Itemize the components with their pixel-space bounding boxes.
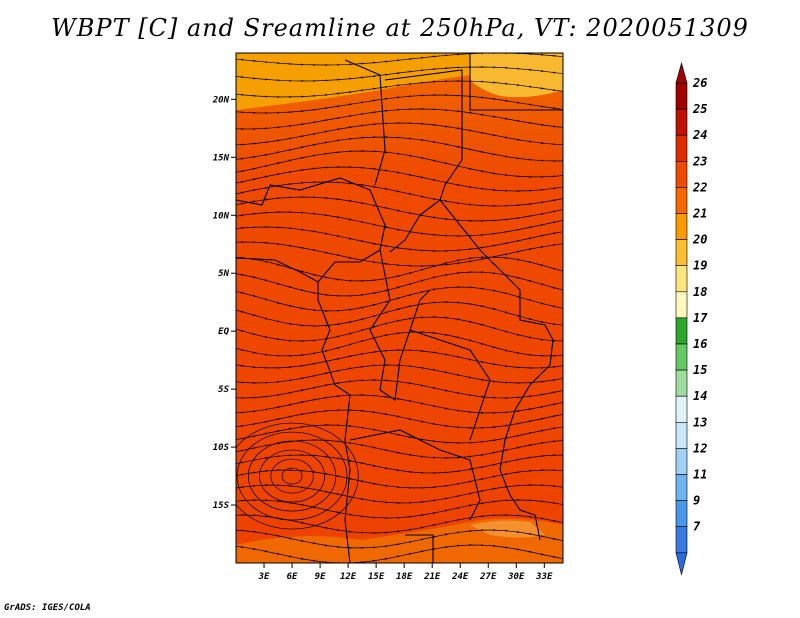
- temperature-field: [236, 53, 563, 563]
- colorbar-swatch: [675, 82, 688, 110]
- colorbar-label: 24: [692, 128, 707, 142]
- streamline: [236, 423, 563, 445]
- colorbar-swatch: [675, 108, 688, 136]
- colorbar-arrow-bottom: [675, 552, 688, 575]
- streamline: [236, 543, 563, 563]
- x-tick-label: 27E: [479, 572, 497, 582]
- colorbar-label: 7: [693, 520, 701, 534]
- colorbar-label: 9: [693, 494, 700, 508]
- colorbar-swatch: [675, 369, 688, 397]
- colorbar-label: 23: [692, 154, 707, 168]
- colorbar-swatch: [675, 526, 688, 554]
- colorbar-swatch: [675, 395, 688, 423]
- vortex-streamline: [270, 458, 314, 494]
- y-tick-label: EQ: [218, 327, 229, 337]
- y-tick-label: 15S: [213, 501, 230, 511]
- y-tick-label: 5N: [218, 269, 229, 279]
- y-tick-label: 5S: [218, 385, 229, 395]
- colorbar-swatch: [675, 161, 688, 188]
- colorbar-swatch: [675, 265, 688, 293]
- colorbar-swatch: [675, 448, 688, 475]
- y-tick-label: 10N: [213, 211, 230, 221]
- streamlines: [236, 53, 563, 563]
- colorbar-swatch: [675, 421, 688, 449]
- colorbar-label: 13: [693, 415, 707, 429]
- y-tick-label: 15N: [213, 153, 230, 163]
- x-tick-label: 21E: [423, 572, 441, 582]
- colorbar-swatch: [675, 343, 688, 371]
- colorbar-label: 19: [693, 259, 707, 273]
- colorbar-label: 20: [692, 233, 707, 247]
- colorbar-swatch: [675, 500, 688, 528]
- vortex-streamline: [281, 467, 303, 485]
- x-tick-label: 3E: [258, 572, 270, 582]
- x-tick-label: 18E: [396, 572, 413, 582]
- colorbar-swatch: [675, 213, 688, 240]
- border-line: [369, 249, 431, 401]
- map-panel: [236, 53, 563, 563]
- chart-title: WBPT [C] and Sreamline at 250hPa, VT: 20…: [51, 14, 749, 42]
- colorbar-swatch: [675, 474, 688, 501]
- vortex-streamline: [236, 422, 359, 530]
- x-tick-label: 6E: [287, 572, 298, 582]
- map-frame: [235, 52, 564, 564]
- vortex-streamline: [236, 431, 348, 521]
- colorbar-label: 14: [693, 389, 707, 403]
- colorbar-label: 26: [692, 76, 707, 90]
- x-tick-label: 30E: [507, 572, 525, 582]
- colorbar-label: 22: [692, 180, 707, 194]
- y-axis: 20N 15N 10N 5N EQ 5S 10S 15S: [212, 95, 236, 511]
- border-line: [384, 69, 463, 253]
- colorbar-swatch: [675, 317, 688, 345]
- x-tick-label: 9E: [315, 572, 326, 582]
- x-tick-label: 15E: [368, 572, 385, 582]
- border-line: [344, 59, 386, 186]
- x-tick-label: 33E: [535, 572, 553, 582]
- border-line: [236, 257, 319, 283]
- vortex-streamline: [259, 449, 325, 503]
- border-line: [349, 429, 481, 521]
- colorbar-label: 16: [693, 337, 707, 351]
- colorbar-label: 11: [693, 468, 707, 482]
- coastlines: [236, 53, 563, 563]
- colorbar-label: 21: [692, 207, 707, 221]
- colorbar-label: 25: [692, 102, 707, 116]
- border-line: [439, 199, 554, 541]
- colorbar-arrow-top: [675, 61, 688, 84]
- colorbar-swatch: [675, 187, 688, 214]
- x-axis: 3E 6E 9E 12E 15E 18E 21E 24E 27E 30E 33E: [258, 563, 553, 582]
- border-line: [405, 534, 434, 563]
- x-tick-label: 12E: [340, 572, 357, 582]
- colorbar-label: 15: [693, 363, 707, 377]
- vortex-streamline: [247, 440, 337, 512]
- x-tick-label: 24E: [451, 572, 469, 582]
- colorbar-label: 12: [693, 441, 707, 455]
- y-tick-label: 10S: [213, 443, 230, 453]
- colorbar-swatch: [675, 134, 688, 162]
- grads-credit: GrADS: IGES/COLA: [4, 603, 91, 613]
- border-line: [409, 329, 491, 441]
- streamline: [236, 438, 563, 460]
- colorbar-swatch: [675, 239, 688, 267]
- colorbar-swatch: [675, 291, 688, 319]
- border-line: [236, 177, 386, 563]
- colorbar-label: 17: [693, 311, 708, 325]
- border-line: [469, 53, 563, 111]
- colorbar-label: 18: [693, 285, 707, 299]
- colorbar: 26 25 24 23 22 21 20 19 18 17 16 15 14 13 12 11 9 7: [675, 61, 708, 575]
- y-tick-label: 20N: [212, 95, 230, 105]
